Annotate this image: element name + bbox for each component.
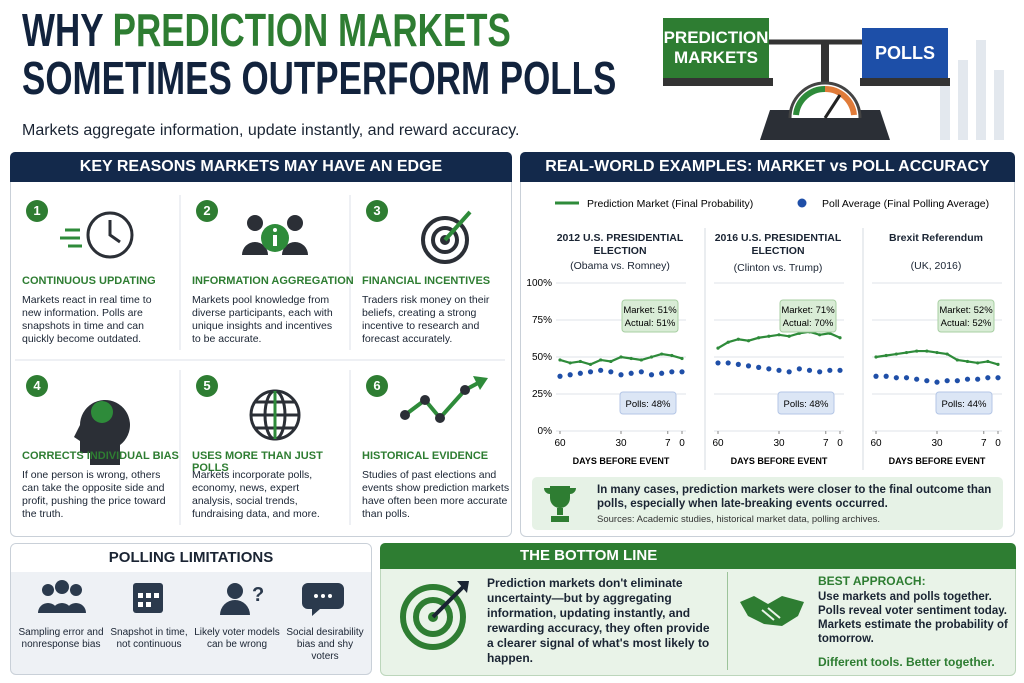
- examples-title: REAL-WORLD EXAMPLES: MARKET vs POLL ACCU…: [520, 152, 1015, 182]
- chart-title: 2012 U.S. PRESIDENTIAL ELECTION: [556, 232, 684, 257]
- note-text: In many cases, prediction markets were c…: [597, 484, 992, 510]
- limitation-text: Likely voter models can be wrong: [194, 627, 280, 650]
- reason-number: 1: [26, 200, 48, 222]
- chart-subtitle: (Obama vs. Romney): [570, 260, 670, 272]
- reason-heading: FINANCIAL INCENTIVES: [362, 275, 491, 287]
- approach-title: BEST APPROACH:: [818, 574, 926, 588]
- reason-text: If one person is wrong, others can take …: [22, 469, 166, 520]
- bottom-line-text: Prediction markets don't eliminate uncer…: [487, 576, 710, 665]
- title: WHY PREDICTION MARKETS SOMETIMES OUTPERFO…: [22, 6, 616, 102]
- tagline: Different tools. Better together.: [818, 655, 995, 669]
- limitation-icons: ?: [38, 580, 344, 616]
- reason-number: 3: [366, 200, 388, 222]
- limitation-text: Social desirability bias and shy voters: [286, 627, 364, 662]
- scale-right-label: POLLS: [862, 28, 948, 78]
- reason-number: 4: [26, 375, 48, 397]
- reason-heading: HISTORICAL EVIDENCE: [362, 450, 489, 462]
- trophy-icon: [544, 486, 576, 522]
- title-end: SOMETIMES OUTPERFORM POLLS: [22, 52, 617, 104]
- reason-heading: USES MORE THAN JUST POLLS: [192, 450, 323, 474]
- reasons-panel: [10, 152, 512, 537]
- subtitle: Markets aggregate information, update in…: [22, 122, 520, 139]
- limitation-text: Sampling error and nonresponse bias: [18, 627, 104, 650]
- title-start: WHY: [22, 4, 103, 56]
- reason-heading: INFORMATION AGGREGATION: [192, 275, 354, 287]
- reason-text: Markets incorporate polls, economy, news…: [192, 469, 320, 520]
- reason-number: 2: [196, 200, 218, 222]
- bottom-line-title: THE BOTTOM LINE: [520, 547, 658, 564]
- divider: [727, 572, 728, 670]
- reason-heading: CONTINUOUS UPDATING: [22, 275, 156, 287]
- reasons-title: KEY REASONS MARKETS MAY HAVE AN EDGE: [10, 152, 512, 182]
- title-highlight: PREDICTION MARKETS: [112, 4, 511, 56]
- chart-title: Brexit Referendum: [889, 232, 983, 244]
- limitation-text: Snapshot in time, not continuous: [110, 627, 188, 650]
- chart-title: 2016 U.S. PRESIDENTIAL ELECTION: [714, 232, 842, 257]
- limitations-title: POLLING LIMITATIONS: [11, 544, 371, 572]
- reason-text: Studies of past elections and events sho…: [362, 469, 510, 520]
- reason-text: Markets react in real time to new inform…: [22, 294, 152, 345]
- reason-text: Markets pool knowledge from diverse part…: [192, 294, 333, 345]
- handshake-icon: [740, 596, 804, 626]
- approach-text: Use markets and polls together. Polls re…: [818, 591, 1008, 645]
- target-icon: [400, 581, 469, 650]
- reason-text: Traders risk money on their beliefs, cre…: [362, 294, 490, 345]
- reason-number: 6: [366, 375, 388, 397]
- bottom-line-bar: THE BOTTOM LINE: [380, 543, 1016, 569]
- note-box: [532, 477, 1003, 530]
- chart-subtitle: (UK, 2016): [910, 260, 962, 272]
- reason-heading: CORRECTS INDIVIDUAL BIAS: [22, 450, 179, 462]
- reason-number: 5: [196, 375, 218, 397]
- sources: Sources: Academic studies, historical ma…: [597, 514, 881, 525]
- svg-text:?: ?: [252, 584, 264, 606]
- scale-left-label: PREDICTION MARKETS: [663, 18, 769, 78]
- chart-subtitle: (Clinton vs. Trump): [733, 262, 823, 274]
- reason-icons: [15, 195, 505, 525]
